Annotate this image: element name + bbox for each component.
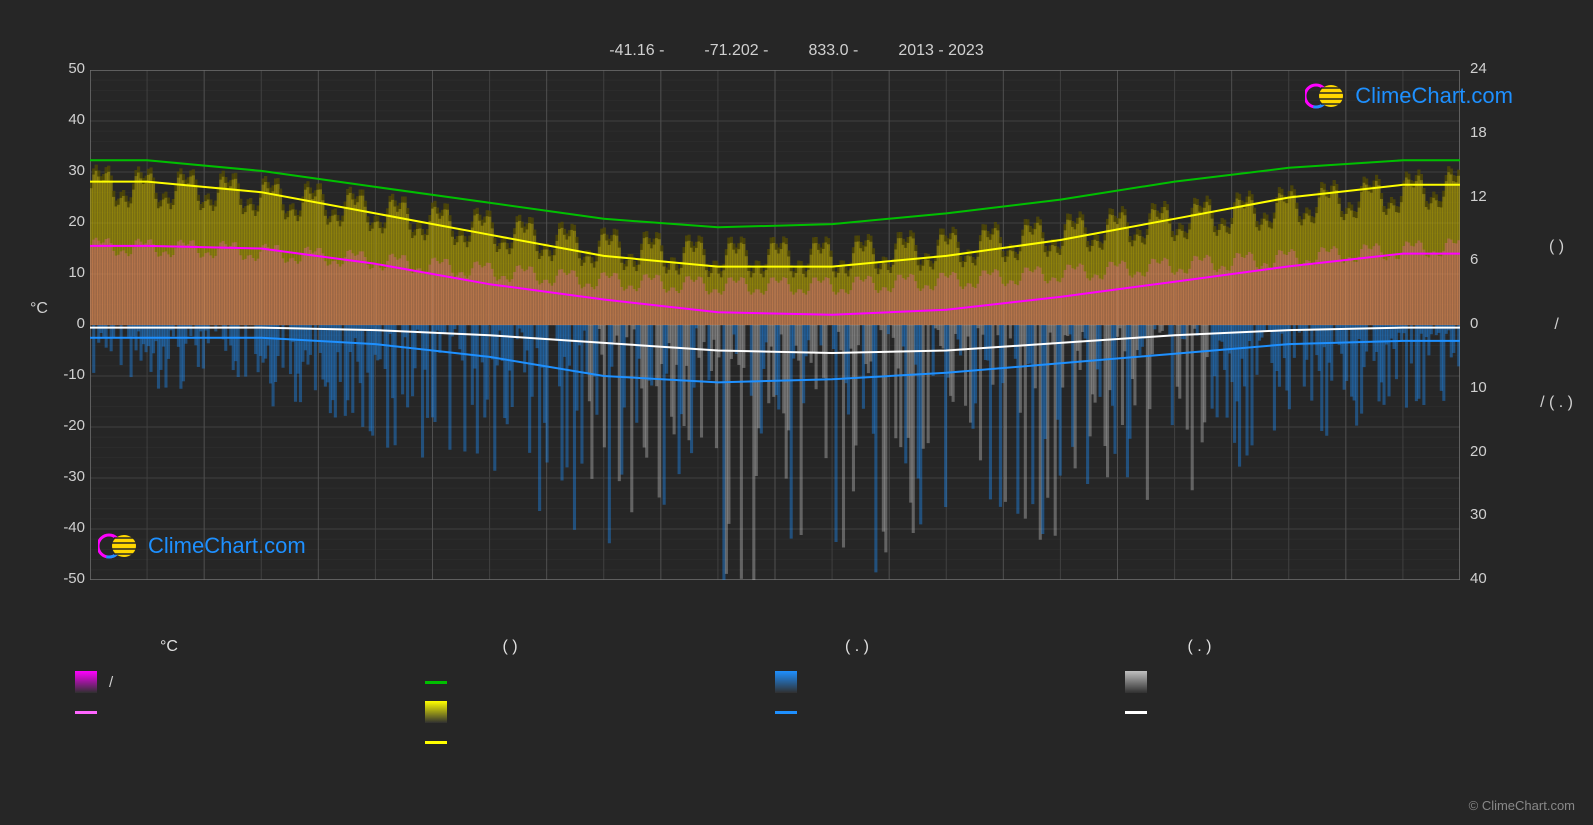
header-lon: -71.202 - — [704, 42, 768, 59]
left-tick: 20 — [45, 213, 85, 230]
right-tick-top: 12 — [1470, 188, 1487, 205]
watermark-top-right: ClimeChart.com — [1305, 80, 1513, 112]
right-tick-top: 6 — [1470, 251, 1478, 268]
legend-headers: °C( )( . )( . ) — [90, 638, 1460, 656]
legend-item — [775, 699, 1115, 725]
right-tick-bottom: 10 — [1470, 379, 1487, 396]
chart-svg — [90, 70, 1460, 580]
right-axis-divider: / — [1554, 316, 1558, 334]
watermark-text: ClimeChart.com — [148, 533, 306, 559]
left-tick: -20 — [45, 417, 85, 434]
header-years: 2013 - 2023 — [898, 42, 983, 59]
legend-column — [775, 665, 1125, 759]
legend-col-header: ( . ) — [775, 638, 1118, 656]
legend-swatch — [1125, 671, 1147, 693]
legend-column — [1125, 665, 1475, 759]
right-tick-bottom: 40 — [1470, 570, 1487, 587]
legend-swatch — [75, 711, 97, 714]
header-info: -41.16 - -71.202 - 833.0 - 2013 - 2023 — [0, 42, 1593, 60]
left-tick: 40 — [45, 111, 85, 128]
legend-item — [1125, 669, 1465, 695]
right-tick-bottom: 20 — [1470, 443, 1487, 460]
left-tick: 50 — [45, 60, 85, 77]
legend: / — [75, 665, 1475, 759]
left-tick: -30 — [45, 468, 85, 485]
legend-swatch — [775, 711, 797, 714]
y-axis-right-labels: ( ) / / ( . ) — [1540, 70, 1573, 580]
left-tick: 10 — [45, 264, 85, 281]
legend-item — [1125, 699, 1465, 725]
climate-chart — [90, 70, 1460, 580]
left-tick: 0 — [45, 315, 85, 332]
legend-col-header: ( . ) — [1118, 638, 1461, 656]
legend-item — [425, 699, 765, 725]
legend-swatch — [1125, 711, 1147, 714]
right-tick-bottom: 30 — [1470, 506, 1487, 523]
legend-column — [425, 665, 775, 759]
left-tick: -40 — [45, 519, 85, 536]
legend-column: / — [75, 665, 425, 759]
legend-swatch — [775, 671, 797, 693]
right-tick-top: 0 — [1470, 315, 1478, 332]
right-tick-top: 18 — [1470, 124, 1487, 141]
header-lat: -41.16 - — [609, 42, 664, 59]
watermark-text: ClimeChart.com — [1355, 83, 1513, 109]
legend-label: / — [109, 674, 113, 691]
legend-swatch — [425, 681, 447, 684]
legend-col-header: °C — [90, 638, 433, 656]
legend-item — [75, 699, 415, 725]
right-axis-bottom-label: / ( . ) — [1540, 394, 1573, 412]
legend-item — [425, 669, 765, 695]
watermark-bottom-left: ClimeChart.com — [98, 530, 306, 562]
legend-swatch — [425, 701, 447, 723]
right-tick-top: 24 — [1470, 60, 1487, 77]
legend-item — [425, 729, 765, 755]
legend-item: / — [75, 669, 415, 695]
legend-item — [775, 669, 1115, 695]
header-elev: 833.0 - — [808, 42, 858, 59]
left-tick: -50 — [45, 570, 85, 587]
legend-swatch — [75, 671, 97, 693]
legend-swatch — [425, 741, 447, 744]
copyright: © ClimeChart.com — [1469, 798, 1575, 813]
left-tick: -10 — [45, 366, 85, 383]
right-axis-top-label: ( ) — [1549, 238, 1564, 256]
legend-col-header: ( ) — [433, 638, 776, 656]
left-tick: 30 — [45, 162, 85, 179]
